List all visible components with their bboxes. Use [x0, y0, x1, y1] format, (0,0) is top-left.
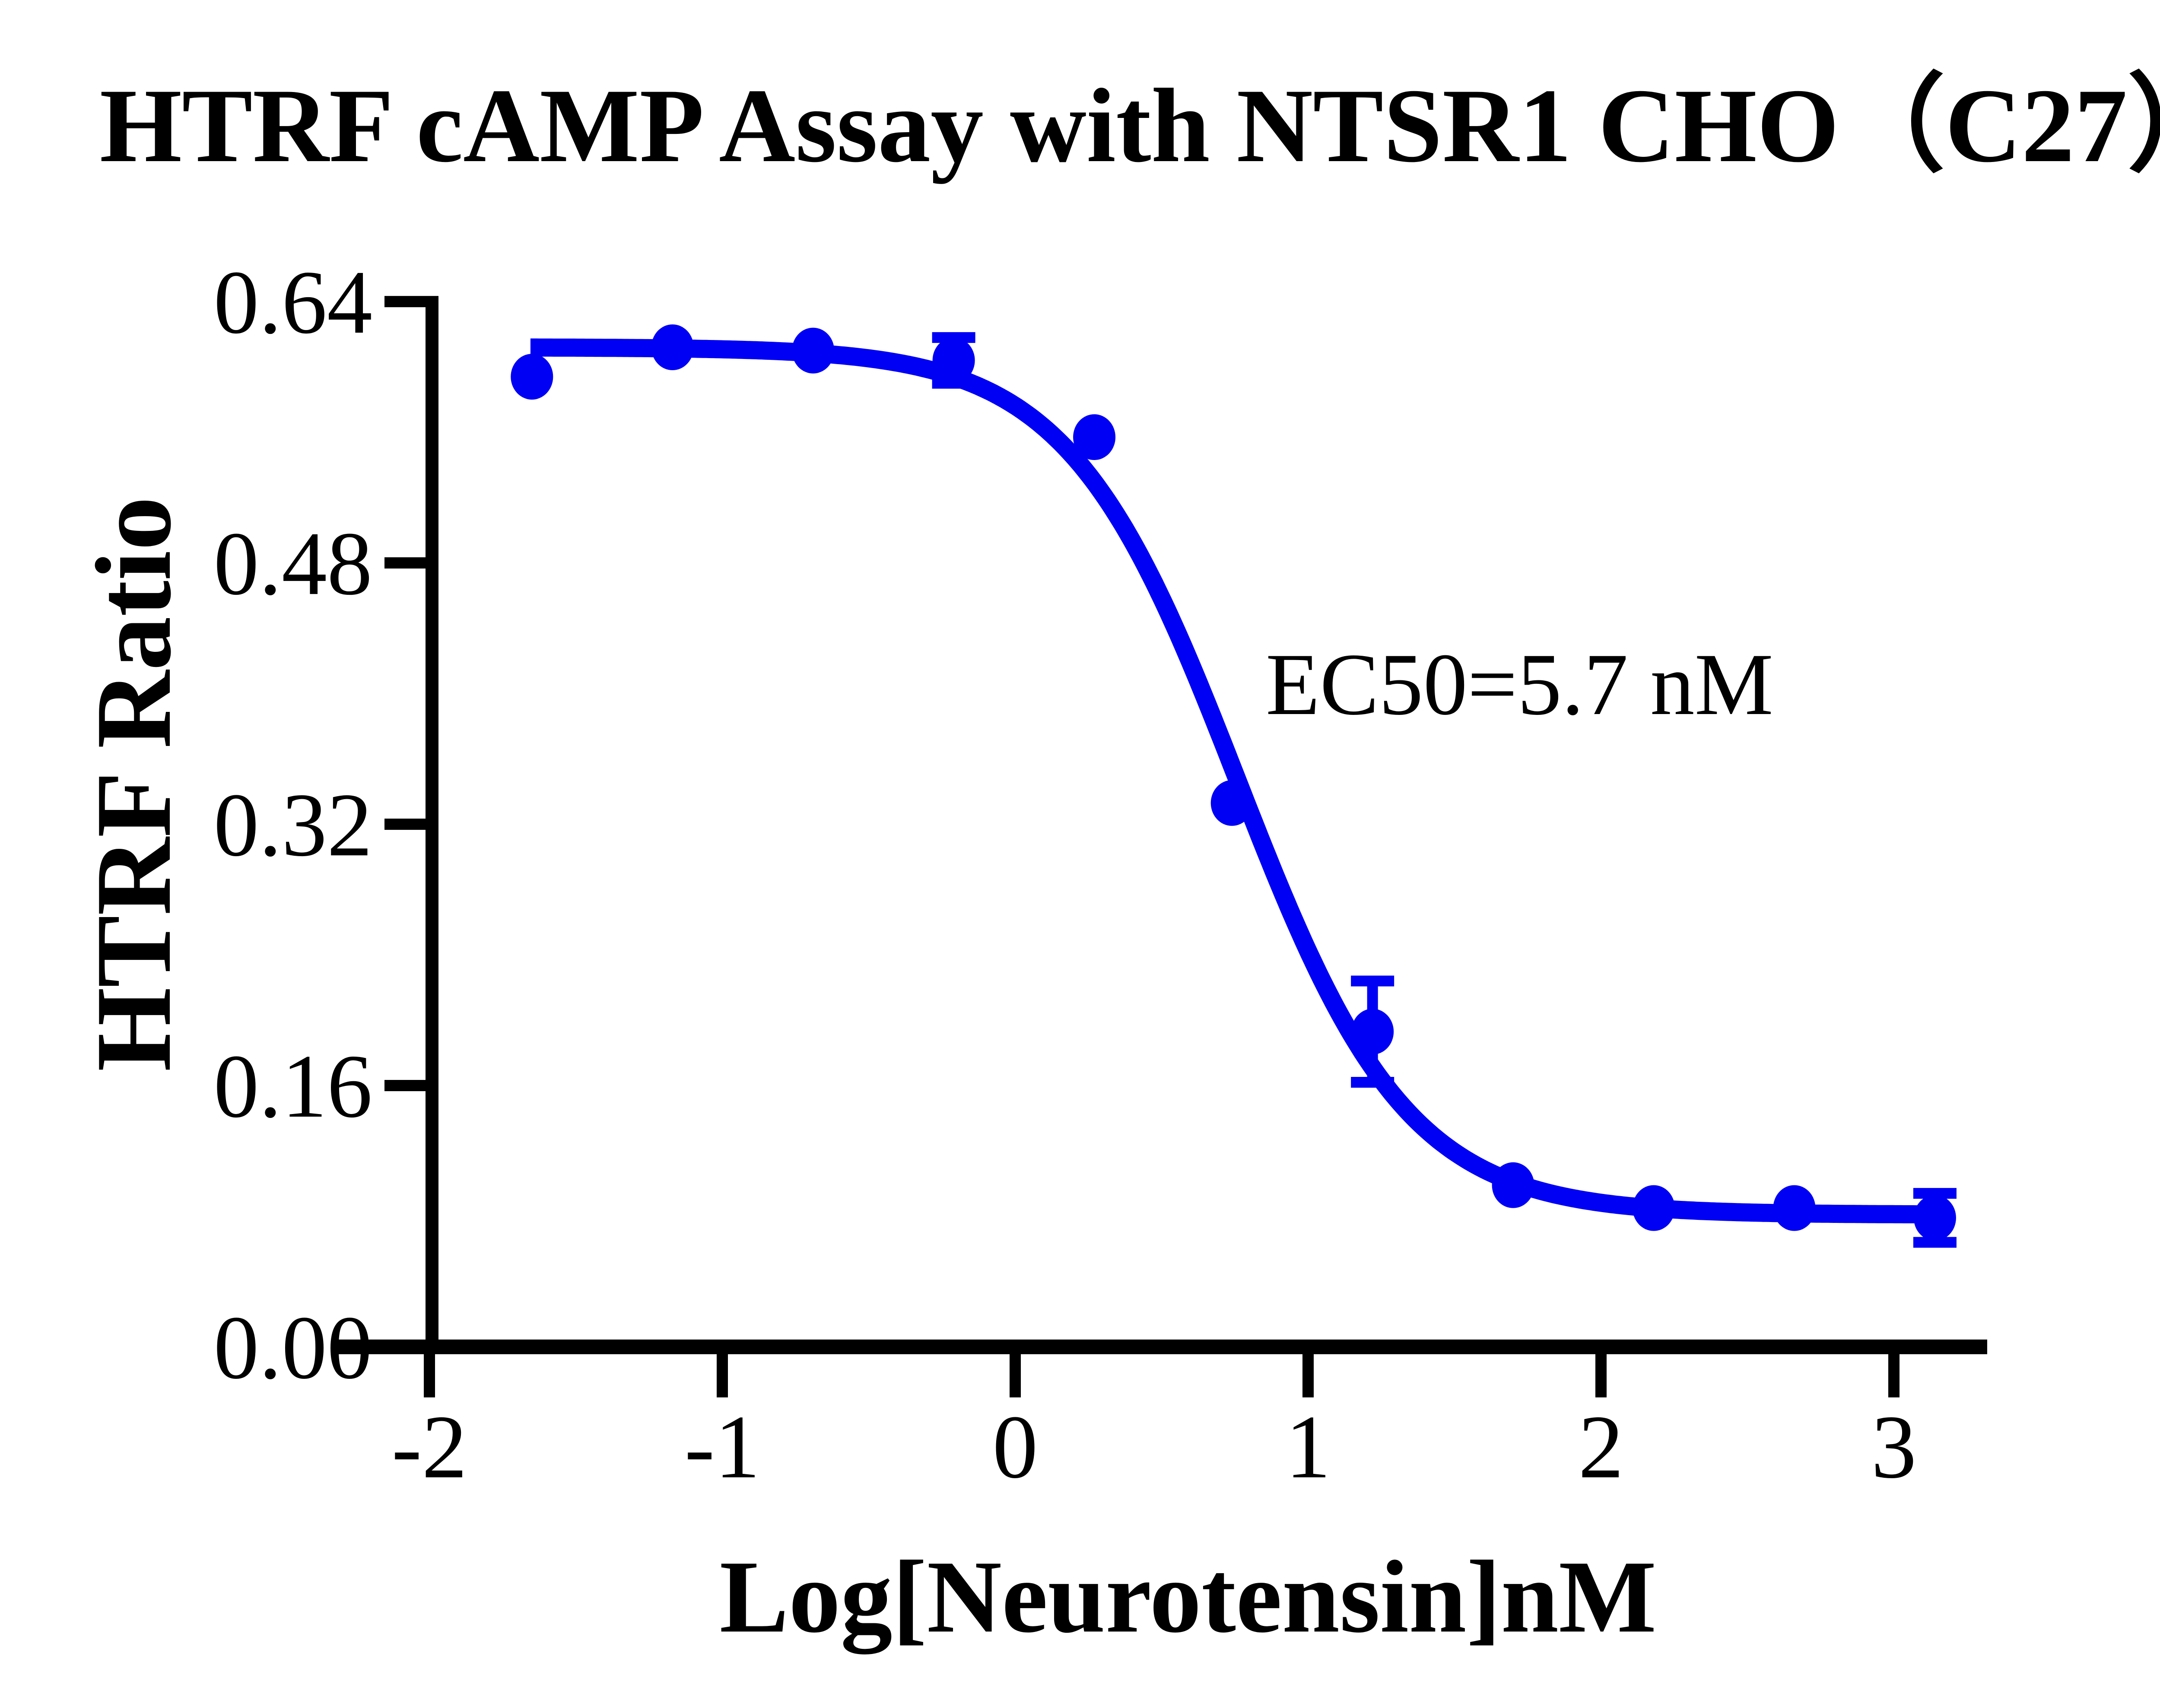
x-tick-label: 2: [1579, 1397, 1624, 1497]
y-tick-label: 0.64: [214, 252, 373, 352]
data-point: [1073, 414, 1116, 460]
y-axis-title: HTRF Ratio: [74, 496, 194, 1072]
y-tick-label: 0.16: [214, 1036, 373, 1137]
y-tick-label: 0.48: [214, 514, 373, 614]
x-tick-label: 1: [1286, 1397, 1331, 1497]
data-point: [511, 354, 553, 400]
y-tick-label: 0.32: [214, 775, 373, 875]
y-tick-label: 0.00: [214, 1298, 373, 1398]
ec50-annotation: EC50=5.7 nM: [1266, 635, 1773, 733]
x-tick-label: -2: [392, 1397, 467, 1497]
data-point: [1633, 1185, 1675, 1231]
y-axis-spine: [426, 296, 438, 1355]
x-tick: [717, 1354, 728, 1397]
x-tick: [1888, 1354, 1900, 1397]
data-point: [932, 337, 975, 384]
data-point: [1351, 1009, 1394, 1055]
x-axis-spine: [335, 1340, 1987, 1354]
x-tick: [1302, 1354, 1314, 1397]
fit-curve: [524, 338, 1940, 1224]
y-tick: [384, 819, 426, 830]
x-tick: [1010, 1354, 1021, 1397]
chart-title: HTRF cAMP Assay with NTSR1 CHO（C27）: [99, 67, 2160, 184]
x-tick-label: 0: [993, 1397, 1038, 1497]
y-tick: [384, 1341, 426, 1352]
x-tick: [1595, 1354, 1607, 1397]
y-tick: [384, 296, 426, 308]
data-point: [651, 324, 694, 371]
data-point: [1913, 1195, 1956, 1241]
data-point: [792, 327, 835, 374]
y-tick: [384, 1080, 426, 1092]
data-point: [1773, 1185, 1816, 1231]
y-tick: [384, 557, 426, 569]
x-tick-label: 3: [1871, 1397, 1917, 1497]
x-axis-title: Log[Neurotensin]nM: [719, 1539, 1657, 1654]
x-tick: [424, 1354, 435, 1397]
data-point: [1492, 1162, 1534, 1208]
x-tick-label: -1: [685, 1397, 760, 1497]
data-point: [1210, 780, 1253, 826]
